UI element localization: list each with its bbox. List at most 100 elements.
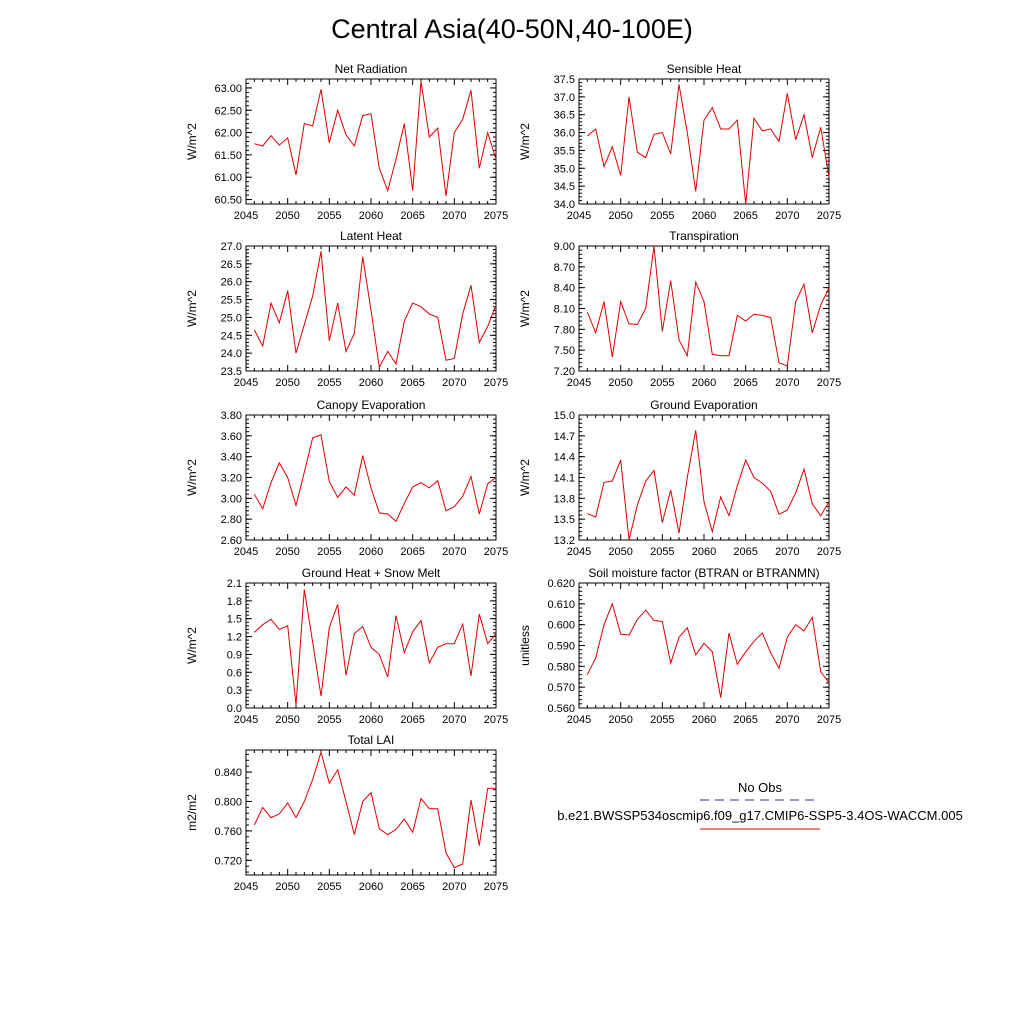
y-tick-label: 36.0 xyxy=(554,128,575,140)
x-tick-label: 2060 xyxy=(359,546,383,558)
y-tick-label: 0.600 xyxy=(547,620,575,632)
y-tick-label: 13.5 xyxy=(554,514,575,526)
series-line xyxy=(254,81,497,197)
series-line xyxy=(586,245,830,367)
y-tick-label: 62.50 xyxy=(214,105,242,117)
x-tick-label: 2050 xyxy=(275,546,299,558)
panel-title: Soil moisture factor (BTRAN or BTRANMN) xyxy=(588,566,819,580)
x-tick-label: 2065 xyxy=(733,210,757,222)
y-tick-label: 61.50 xyxy=(214,150,242,162)
x-tick-label: 2050 xyxy=(608,546,632,558)
y-axis-label: W/m^2 xyxy=(185,290,199,327)
x-tick-label: 2045 xyxy=(234,714,258,726)
plot-frame xyxy=(578,78,830,205)
y-tick-label: 35.0 xyxy=(554,163,575,175)
y-tick-label: 26.5 xyxy=(221,259,242,271)
plot-frame xyxy=(245,582,497,709)
y-tick-label: 3.80 xyxy=(221,410,242,422)
y-axis-label: W/m^2 xyxy=(518,459,532,496)
chart-panel: Net Radiation W/m^2 2045 2050 2055 2060 2065 20… xyxy=(185,62,508,222)
y-tick-label: 15.0 xyxy=(554,410,575,422)
plot-frame xyxy=(578,245,830,372)
x-tick-label: 2060 xyxy=(692,210,716,222)
y-tick-label: 0.560 xyxy=(547,703,575,715)
y-tick-label: 8.10 xyxy=(554,304,575,316)
chart-panel: Ground Evaporation W/m^2 2045 2050 2055 2060 2… xyxy=(518,398,841,558)
chart-panel: Sensible Heat W/m^2 2045 2050 2055 2060 2065 20… xyxy=(518,62,841,222)
x-tick-label: 2075 xyxy=(484,714,508,726)
y-tick-label: 37.5 xyxy=(554,74,575,86)
x-tick-label: 2070 xyxy=(442,377,466,389)
y-axis-label: W/m^2 xyxy=(185,627,199,664)
page-title: Central Asia(40-50N,40-100E) xyxy=(331,14,693,44)
x-tick-label: 2060 xyxy=(359,377,383,389)
series-line xyxy=(586,84,830,205)
y-tick-label: 35.5 xyxy=(554,145,575,157)
x-tick-label: 2070 xyxy=(775,546,799,558)
y-tick-label: 2.80 xyxy=(221,514,242,526)
y-tick-label: 0.720 xyxy=(214,855,242,867)
x-tick-label: 2065 xyxy=(400,210,424,222)
x-tick-label: 2065 xyxy=(400,714,424,726)
y-tick-label: 7.80 xyxy=(554,324,575,336)
y-axis-label: unitless xyxy=(518,625,532,666)
x-tick-label: 2060 xyxy=(359,714,383,726)
x-tick-label: 2070 xyxy=(442,546,466,558)
x-tick-label: 2075 xyxy=(484,210,508,222)
x-tick-label: 2065 xyxy=(733,546,757,558)
x-tick-label: 2045 xyxy=(567,210,591,222)
y-tick-label: 61.00 xyxy=(214,172,242,184)
x-tick-label: 2075 xyxy=(484,546,508,558)
y-tick-label: 63.00 xyxy=(214,83,242,95)
y-tick-label: 3.00 xyxy=(221,493,242,505)
plot-frame xyxy=(245,749,497,876)
y-tick-label: 3.40 xyxy=(221,452,242,464)
y-tick-label: 1.2 xyxy=(227,632,242,644)
x-tick-label: 2055 xyxy=(650,377,674,389)
y-tick-label: 0.800 xyxy=(214,796,242,808)
x-tick-label: 2075 xyxy=(484,881,508,893)
panel-title: Sensible Heat xyxy=(667,62,742,76)
y-axis-label: W/m^2 xyxy=(518,123,532,160)
y-tick-label: 2.60 xyxy=(221,535,242,547)
x-tick-label: 2045 xyxy=(234,881,258,893)
x-tick-label: 2055 xyxy=(317,546,341,558)
y-axis-label: W/m^2 xyxy=(185,123,199,160)
series-line xyxy=(253,750,496,869)
x-tick-label: 2045 xyxy=(234,546,258,558)
chart-panel: Ground Heat + Snow Melt W/m^2 2045 2050 2055… xyxy=(185,566,508,726)
y-tick-label: 3.20 xyxy=(221,473,242,485)
x-tick-label: 2065 xyxy=(400,546,424,558)
chart-panel: Latent Heat W/m^2 2045 2050 2055 2060 2065 2070… xyxy=(185,229,508,389)
x-tick-label: 2065 xyxy=(733,377,757,389)
x-tick-label: 2070 xyxy=(442,210,466,222)
y-tick-label: 8.40 xyxy=(554,283,575,295)
x-tick-label: 2070 xyxy=(775,210,799,222)
y-tick-label: 14.4 xyxy=(554,452,575,464)
x-tick-label: 2055 xyxy=(317,210,341,222)
y-tick-label: 0.610 xyxy=(547,599,575,611)
y-tick-label: 7.20 xyxy=(554,366,575,378)
y-tick-label: 24.5 xyxy=(221,330,242,342)
x-tick-label: 2050 xyxy=(608,714,632,726)
y-tick-label: 1.5 xyxy=(227,614,242,626)
y-tick-label: 0.620 xyxy=(547,578,575,590)
x-tick-label: 2060 xyxy=(692,377,716,389)
y-tick-label: 13.8 xyxy=(554,493,575,505)
y-tick-label: 7.50 xyxy=(554,345,575,357)
y-tick-label: 0.760 xyxy=(214,826,242,838)
legend-obs-label: No Obs xyxy=(737,780,783,795)
y-tick-label: 37.0 xyxy=(554,92,575,104)
y-tick-label: 0.3 xyxy=(227,685,242,697)
x-tick-label: 2050 xyxy=(275,210,299,222)
x-tick-label: 2060 xyxy=(359,881,383,893)
y-axis-label: W/m^2 xyxy=(518,290,532,327)
x-tick-label: 2070 xyxy=(775,714,799,726)
y-tick-label: 14.1 xyxy=(554,473,575,485)
x-tick-label: 2050 xyxy=(275,377,299,389)
series-line xyxy=(253,589,497,706)
y-tick-label: 36.5 xyxy=(554,110,575,122)
x-tick-label: 2070 xyxy=(442,714,466,726)
x-tick-label: 2075 xyxy=(817,714,841,726)
x-tick-label: 2050 xyxy=(275,714,299,726)
